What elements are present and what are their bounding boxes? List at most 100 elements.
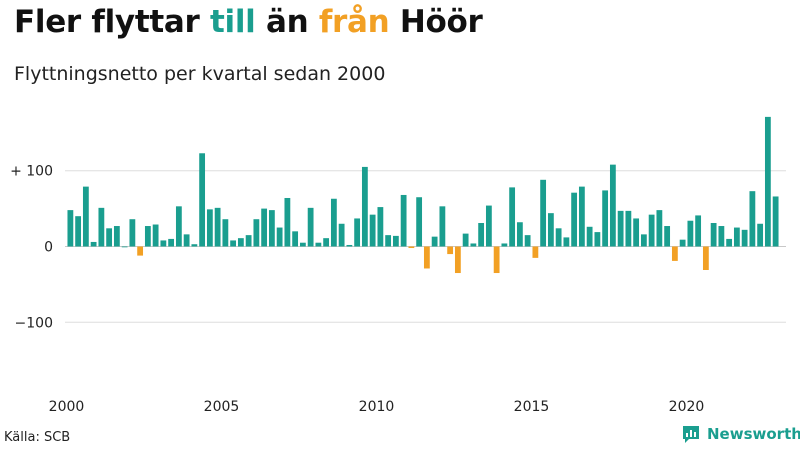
bar	[532, 246, 539, 258]
bar	[454, 246, 461, 274]
bar	[183, 234, 190, 247]
x-tick-label: 2005	[204, 399, 240, 415]
bar	[90, 241, 97, 247]
bar	[268, 210, 275, 247]
bar	[493, 246, 500, 274]
bar	[261, 208, 268, 247]
bar	[75, 216, 82, 247]
bar	[175, 206, 182, 247]
bar	[276, 227, 283, 247]
bar	[191, 244, 198, 247]
bar	[501, 243, 508, 247]
bar	[98, 207, 105, 247]
bar	[168, 238, 175, 247]
bar	[749, 191, 756, 247]
bar	[671, 246, 678, 261]
title-part-3: Höör	[389, 4, 483, 40]
bar	[602, 190, 609, 247]
bar	[160, 240, 167, 247]
y-tick-label: 0	[44, 240, 53, 256]
bar	[679, 239, 686, 247]
x-tick-label: 2010	[359, 399, 395, 415]
bar	[330, 198, 337, 247]
bar	[206, 209, 213, 247]
bar	[307, 207, 314, 247]
bar	[764, 116, 771, 247]
bar	[323, 238, 330, 247]
bar	[144, 226, 151, 247]
bar	[315, 242, 322, 247]
bar	[648, 214, 655, 247]
y-axis-ticks: + 100 0 −100	[10, 164, 53, 332]
bar	[400, 194, 407, 247]
bar	[129, 219, 136, 247]
bar	[710, 223, 717, 247]
x-axis-ticks: 2000 2005 2010 2015 2020	[49, 399, 705, 415]
bar	[392, 235, 399, 247]
bar	[509, 187, 516, 247]
bar	[214, 207, 221, 247]
title-part-2: än	[255, 4, 319, 40]
bar	[245, 235, 252, 247]
bar	[571, 192, 578, 247]
bar	[237, 238, 244, 247]
bar	[625, 210, 632, 247]
bar	[338, 223, 345, 247]
bar	[439, 206, 446, 247]
bar	[369, 214, 376, 247]
bar	[284, 197, 291, 247]
bar	[152, 224, 159, 247]
bar	[726, 238, 733, 247]
bar	[199, 153, 206, 247]
bar	[609, 164, 616, 247]
bars	[67, 116, 779, 274]
bar	[516, 222, 523, 247]
bar	[687, 220, 694, 247]
bar	[485, 205, 492, 247]
bar	[695, 215, 702, 247]
bar	[617, 210, 624, 247]
source-note: Källa: SCB	[4, 430, 71, 445]
bar	[121, 246, 128, 248]
chart-subtitle: Flyttningsnetto per kvartal sedan 2000	[14, 63, 386, 85]
bar	[540, 179, 547, 247]
bar	[586, 226, 593, 247]
bar	[633, 218, 640, 247]
bar	[67, 210, 74, 247]
bar	[230, 240, 237, 247]
bar	[299, 242, 306, 247]
bar	[354, 218, 361, 247]
x-tick-label: 2000	[49, 399, 85, 415]
bar	[431, 236, 438, 247]
bar	[718, 226, 725, 247]
newsworthy-logo[interactable]: Newsworthy	[681, 424, 800, 444]
brand-name: Newsworthy	[707, 425, 800, 443]
bar	[757, 223, 764, 247]
bar	[385, 235, 392, 247]
bar	[555, 228, 562, 247]
bar	[253, 219, 260, 247]
bar	[640, 234, 647, 247]
bar	[733, 227, 740, 247]
bar	[578, 186, 585, 247]
title-word-fran: från	[318, 4, 390, 40]
bar	[377, 207, 384, 247]
bar	[772, 196, 779, 247]
bar	[462, 233, 469, 247]
bar	[346, 244, 353, 247]
bar	[416, 197, 423, 247]
bar	[594, 232, 601, 247]
bar	[292, 231, 299, 247]
bar	[423, 246, 430, 269]
bar	[702, 246, 709, 270]
bar	[447, 246, 454, 255]
bar	[106, 228, 113, 247]
bar	[113, 226, 120, 247]
bar	[408, 246, 415, 249]
bar	[470, 243, 477, 247]
x-tick-label: 2015	[514, 399, 550, 415]
bar	[664, 226, 671, 247]
bar	[478, 223, 485, 247]
y-tick-label: −100	[15, 315, 53, 331]
